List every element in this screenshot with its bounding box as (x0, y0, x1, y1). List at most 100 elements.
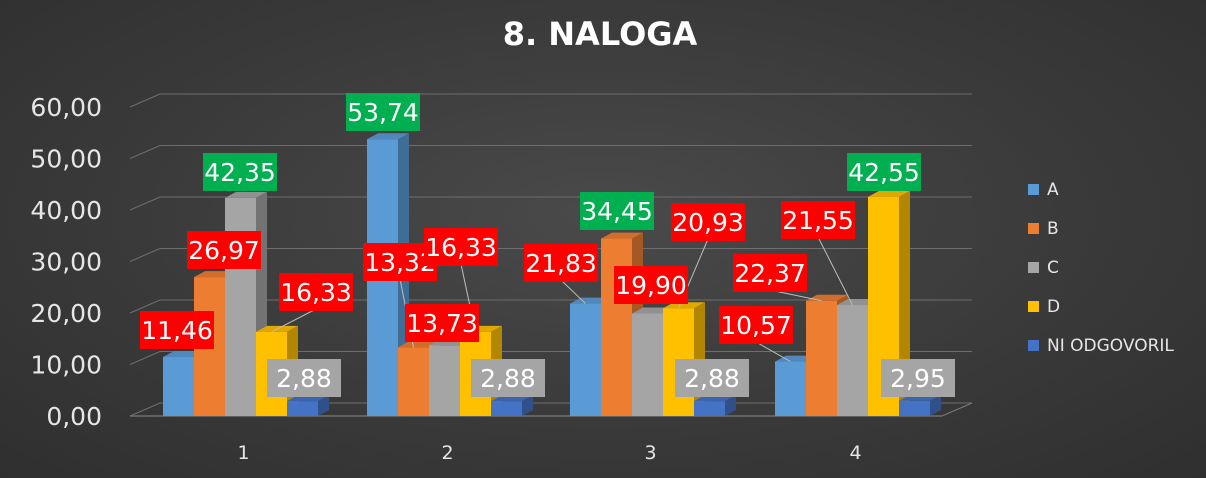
data-label-box (187, 231, 261, 269)
data-label-text: 2,88 (276, 364, 332, 393)
y-tick-label: 10,00 (30, 351, 102, 380)
y-tick-label: 40,00 (30, 196, 102, 225)
gridline-depth (129, 299, 161, 314)
data-label: 13,73 (405, 304, 479, 342)
bar-side (725, 395, 736, 416)
data-label: 11,46 (140, 311, 214, 349)
data-label-box (719, 306, 793, 344)
data-label: 20,93 (671, 203, 745, 241)
bar-front (225, 197, 256, 416)
data-label-text: 19,90 (615, 271, 687, 300)
data-label-text: 16,33 (425, 233, 497, 262)
data-label: 42,55 (847, 153, 921, 191)
data-label-box (781, 201, 855, 239)
data-label: 16,33 (424, 228, 498, 266)
gridline-depth (129, 248, 161, 262)
data-label: 16,33 (279, 273, 353, 311)
data-label-text: 13,32 (364, 248, 436, 277)
legend-label: C (1047, 258, 1059, 278)
legend-label: NI ODGOVORIL (1047, 336, 1174, 356)
data-label-box (424, 228, 498, 266)
data-label-box (847, 153, 921, 191)
data-label-text: 2,88 (480, 364, 536, 393)
data-label-text: 26,97 (188, 236, 260, 265)
legend-swatch (1028, 223, 1039, 234)
data-label-box (524, 244, 598, 282)
x-tick-label: 4 (849, 442, 861, 464)
data-labels: 11,46 53,74 21,83 10,57 26,97 13,32 34,45 22,37… (140, 93, 955, 397)
data-label-text: 10,57 (720, 311, 792, 340)
legend-swatch (1028, 262, 1039, 273)
data-label: 21,55 (781, 201, 855, 239)
gridline-depth (129, 93, 161, 108)
y-tick-label: 0,00 (46, 402, 102, 431)
leader-line (755, 341, 791, 362)
data-label-box (881, 359, 955, 397)
x-tick-label: 1 (237, 442, 249, 464)
data-label-box (471, 359, 545, 397)
floor-side-edge (941, 402, 973, 417)
gridline-depth (129, 351, 161, 365)
bar-front (398, 347, 429, 416)
legend-swatch (1028, 301, 1039, 312)
bar-top (225, 191, 267, 198)
bar-top (367, 133, 409, 140)
data-label: 21,83 (524, 244, 598, 282)
gridline-depth (129, 145, 161, 159)
gridline-depth (129, 402, 161, 417)
data-label-text: 42,35 (204, 158, 276, 187)
data-label-text: 42,55 (848, 158, 920, 187)
data-label: 19,90 (614, 266, 688, 304)
chart-title: 8. NALOGA (503, 15, 698, 53)
data-label-box (203, 153, 277, 191)
bar-front (570, 303, 601, 416)
bar-front (775, 361, 806, 416)
data-label-text: 34,45 (581, 197, 653, 226)
legend-swatch (1028, 340, 1039, 351)
x-axis: 1 2 3 4 (237, 442, 861, 464)
leader-line (271, 308, 317, 333)
data-label-box (346, 93, 420, 131)
legend-label: A (1047, 180, 1059, 200)
data-label-box (580, 192, 654, 230)
legend-label: D (1047, 297, 1060, 317)
data-label-text: 21,83 (525, 249, 597, 278)
bar-side (522, 395, 533, 416)
bar-top (868, 190, 910, 197)
gridline-depth (129, 196, 161, 211)
data-label-text: 16,33 (280, 278, 352, 307)
data-label-box (671, 203, 745, 241)
bar (491, 395, 533, 416)
data-label-box (267, 359, 341, 397)
bar-side (930, 394, 941, 416)
data-label: 2,88 (471, 359, 545, 397)
data-label: 53,74 (346, 93, 420, 131)
data-label-text: 2,88 (684, 364, 740, 393)
data-label-text: 13,73 (406, 309, 478, 338)
data-label: 2,95 (881, 359, 955, 397)
bar-front (287, 401, 318, 416)
data-label-text: 2,95 (890, 364, 946, 393)
bar-top (601, 232, 643, 239)
y-tick-label: 50,00 (30, 145, 102, 174)
data-label: 42,35 (203, 153, 277, 191)
bar (899, 394, 941, 416)
y-axis: 0,00 10,00 20,00 30,00 40,00 50,00 60,00 (30, 93, 102, 431)
data-label-box (140, 311, 214, 349)
data-label-text: 21,55 (782, 206, 854, 235)
data-label-text: 11,46 (141, 316, 213, 345)
data-label-box (405, 304, 479, 342)
data-label: 2,88 (675, 359, 749, 397)
bar-side (318, 395, 329, 416)
bar-front (429, 345, 460, 416)
data-label-text: 53,74 (347, 98, 419, 127)
bar (694, 395, 736, 416)
x-tick-label: 2 (441, 442, 453, 464)
bar-front (601, 238, 632, 416)
bar-front (806, 300, 837, 416)
data-label: 34,45 (580, 192, 654, 230)
data-label-box (733, 254, 807, 292)
data-label-box (614, 266, 688, 304)
